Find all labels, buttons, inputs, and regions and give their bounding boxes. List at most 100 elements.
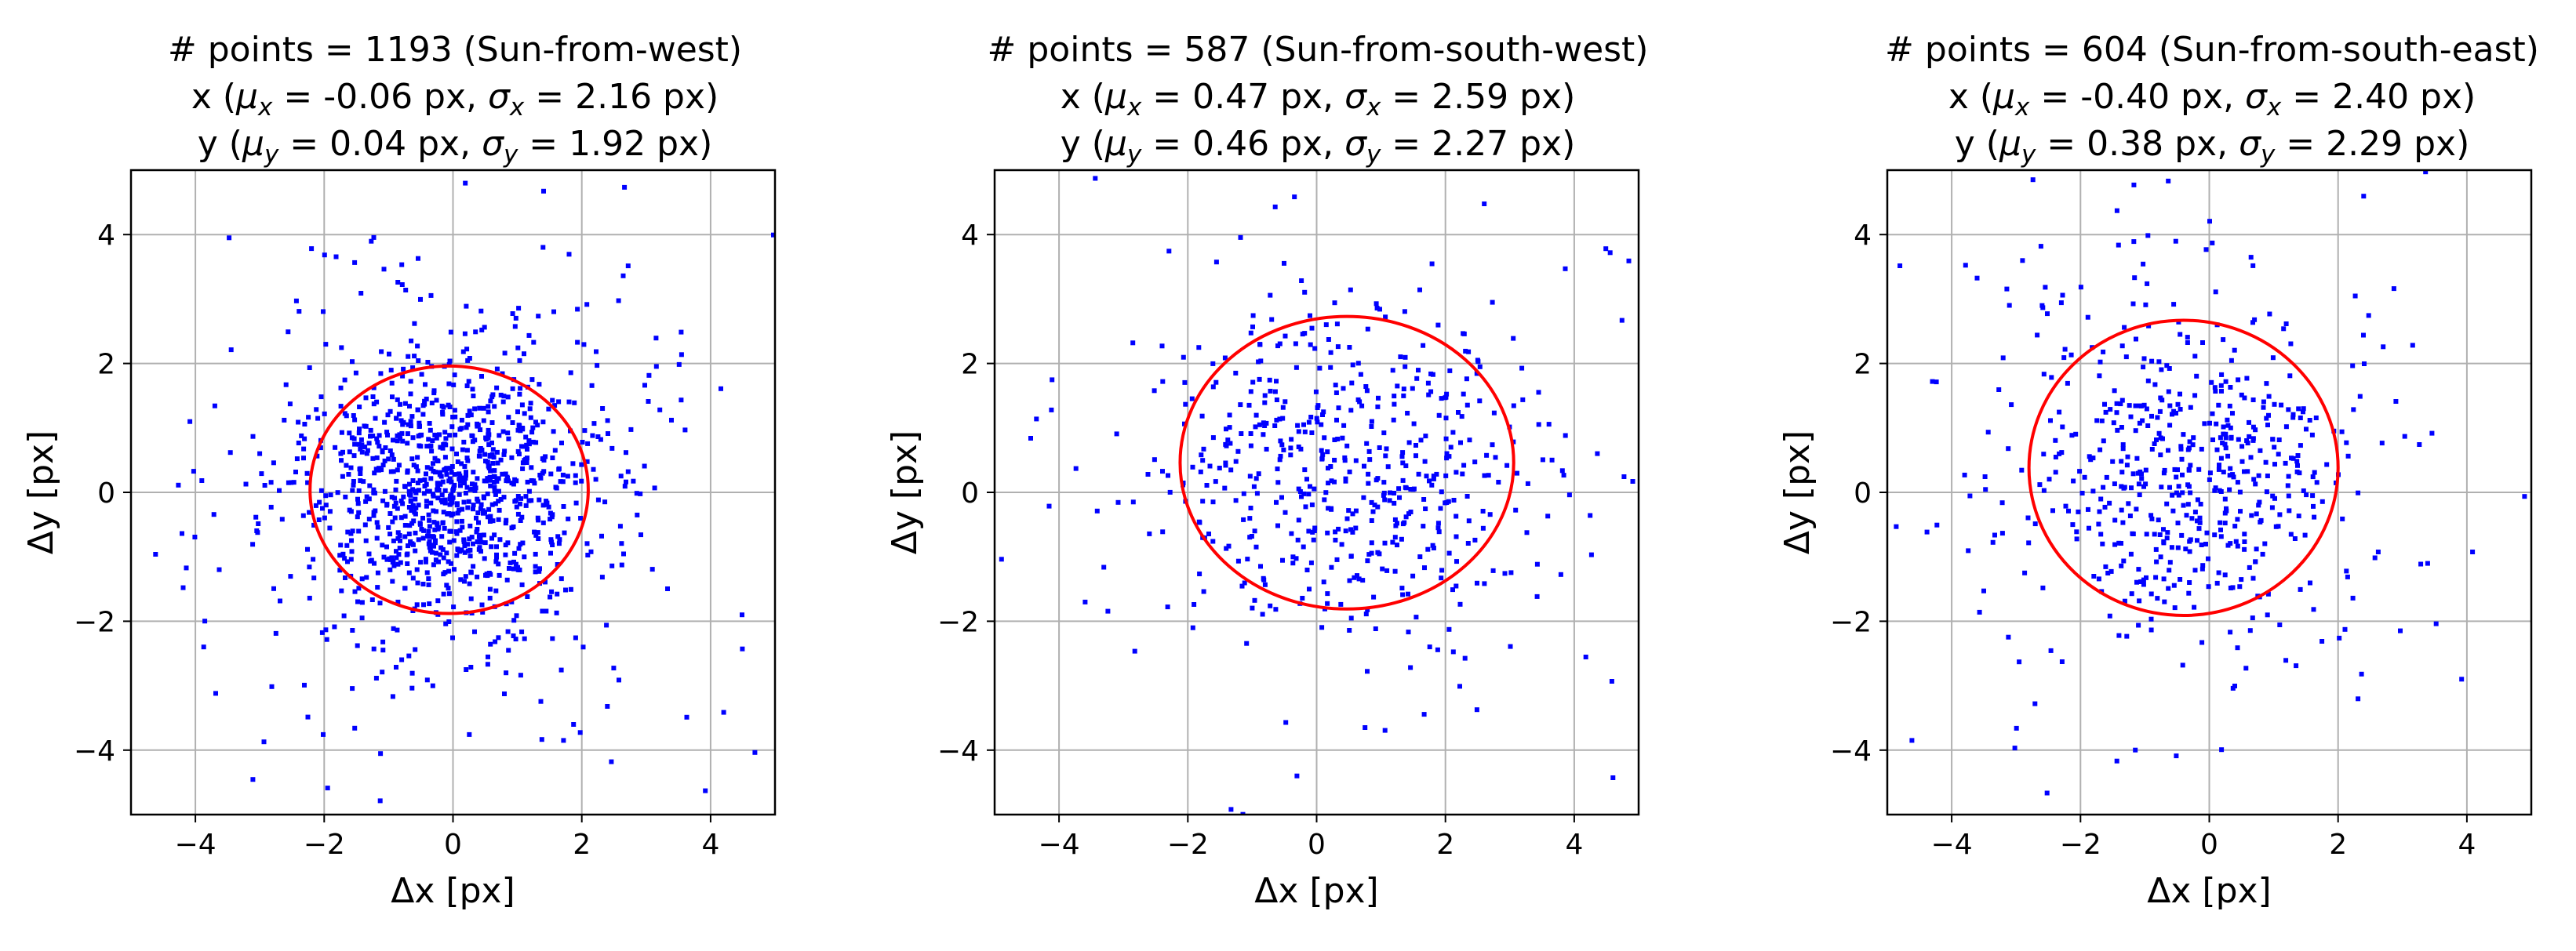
scatter-point [1583, 655, 1588, 659]
scatter-point [351, 482, 356, 488]
scatter-point [1401, 393, 1406, 398]
scatter-point [1454, 534, 1459, 539]
scatter-point [540, 456, 545, 462]
scatter-point [1323, 490, 1329, 495]
scatter-point [322, 411, 327, 416]
scatter-point [377, 466, 381, 471]
scatter-point [2206, 584, 2211, 590]
scatter-point [2310, 493, 2316, 499]
scatter-point [2137, 492, 2142, 498]
scatter-point [1277, 416, 1283, 422]
scatter-point [2286, 407, 2291, 412]
scatter-point [191, 469, 196, 474]
scatter-point [468, 412, 474, 418]
scatter-point [406, 532, 412, 536]
scatter-point [1348, 615, 1354, 621]
scatter-point [1966, 548, 1971, 554]
scatter-point [305, 714, 311, 720]
scatter-point [1308, 484, 1312, 489]
scatter-point [472, 482, 478, 488]
scatter-point [496, 476, 501, 481]
scatter-point [1181, 354, 1186, 360]
scatter-point [2283, 460, 2288, 466]
y-axis-label: Δy [px] [1777, 430, 1817, 554]
scatter-point [373, 508, 378, 514]
scatter-point [1145, 472, 1151, 477]
scatter-point [2136, 567, 2141, 572]
scatter-point [408, 423, 413, 429]
scatter-point [2356, 696, 2361, 702]
scatter-point [1082, 599, 1088, 604]
scatter-point [2254, 511, 2259, 517]
scatter-point [2301, 406, 2306, 412]
scatter-point [2212, 385, 2218, 390]
scatter-point [420, 515, 425, 521]
scatter-point [427, 517, 432, 523]
scatter-point [1392, 500, 1397, 506]
scatter-point [440, 479, 446, 485]
scatter-point [363, 423, 369, 429]
scatter-point [1430, 543, 1435, 548]
scatter-point [409, 685, 415, 691]
scatter-point [2222, 521, 2228, 526]
scatter-point [307, 510, 312, 515]
scatter-point [2345, 453, 2351, 459]
scatter-point [446, 568, 452, 574]
scatter-point [562, 530, 567, 535]
scatter-point [1262, 400, 1268, 405]
scatter-point [2356, 490, 2361, 495]
scatter-point [1360, 578, 1366, 583]
scatter-point [2026, 540, 2032, 546]
scatter-point [199, 478, 205, 483]
scatter-point [2098, 447, 2103, 452]
scatter-point [1475, 580, 1479, 586]
scatter-point [2423, 170, 2429, 175]
scatter-point [1524, 530, 1530, 535]
scatter-point [1967, 493, 1973, 499]
scatter-point [469, 535, 475, 540]
scatter-point [2166, 448, 2170, 453]
scatter-point [489, 502, 495, 507]
scatter-point [740, 646, 745, 652]
scatter-point [384, 502, 390, 507]
scatter-point [384, 544, 389, 550]
scatter-point [418, 444, 424, 449]
scatter-point [526, 488, 532, 494]
scatter-point [1293, 365, 1299, 370]
scatter-point [371, 385, 377, 390]
scatter-point [378, 751, 384, 757]
scatter-point [2207, 477, 2212, 482]
scatter-point [427, 524, 432, 529]
scatter-point [505, 629, 511, 634]
scatter-point [2039, 303, 2045, 308]
scatter-point [561, 738, 566, 743]
scatter-point [605, 418, 610, 423]
scatter-point [1201, 446, 1206, 452]
scatter-point [479, 374, 484, 379]
scatter-point [488, 517, 493, 523]
scatter-point [555, 591, 560, 597]
scatter-point [498, 392, 504, 397]
scatter-point [420, 582, 426, 586]
scatter-point [1405, 411, 1410, 416]
scatter-point [406, 543, 410, 549]
scatter-point [604, 623, 609, 628]
scatter-point [1319, 625, 1325, 630]
scatter-point [2069, 433, 2075, 438]
scatter-point [2171, 408, 2177, 414]
scatter-point [599, 575, 605, 580]
scatter-point [1369, 419, 1374, 424]
scatter-point [2258, 519, 2263, 525]
scatter-point [448, 466, 453, 471]
scatter-point [1609, 679, 1614, 684]
scatter-point [2229, 434, 2234, 440]
scatter-point [1302, 467, 1308, 473]
scatter-point [399, 262, 405, 267]
scatter-point [1251, 484, 1257, 489]
scatter-point [1228, 441, 1233, 446]
scatter-point [1308, 313, 1312, 318]
scatter-point [413, 511, 418, 517]
scatter-point [1566, 492, 1572, 498]
scatter-point [489, 440, 494, 445]
